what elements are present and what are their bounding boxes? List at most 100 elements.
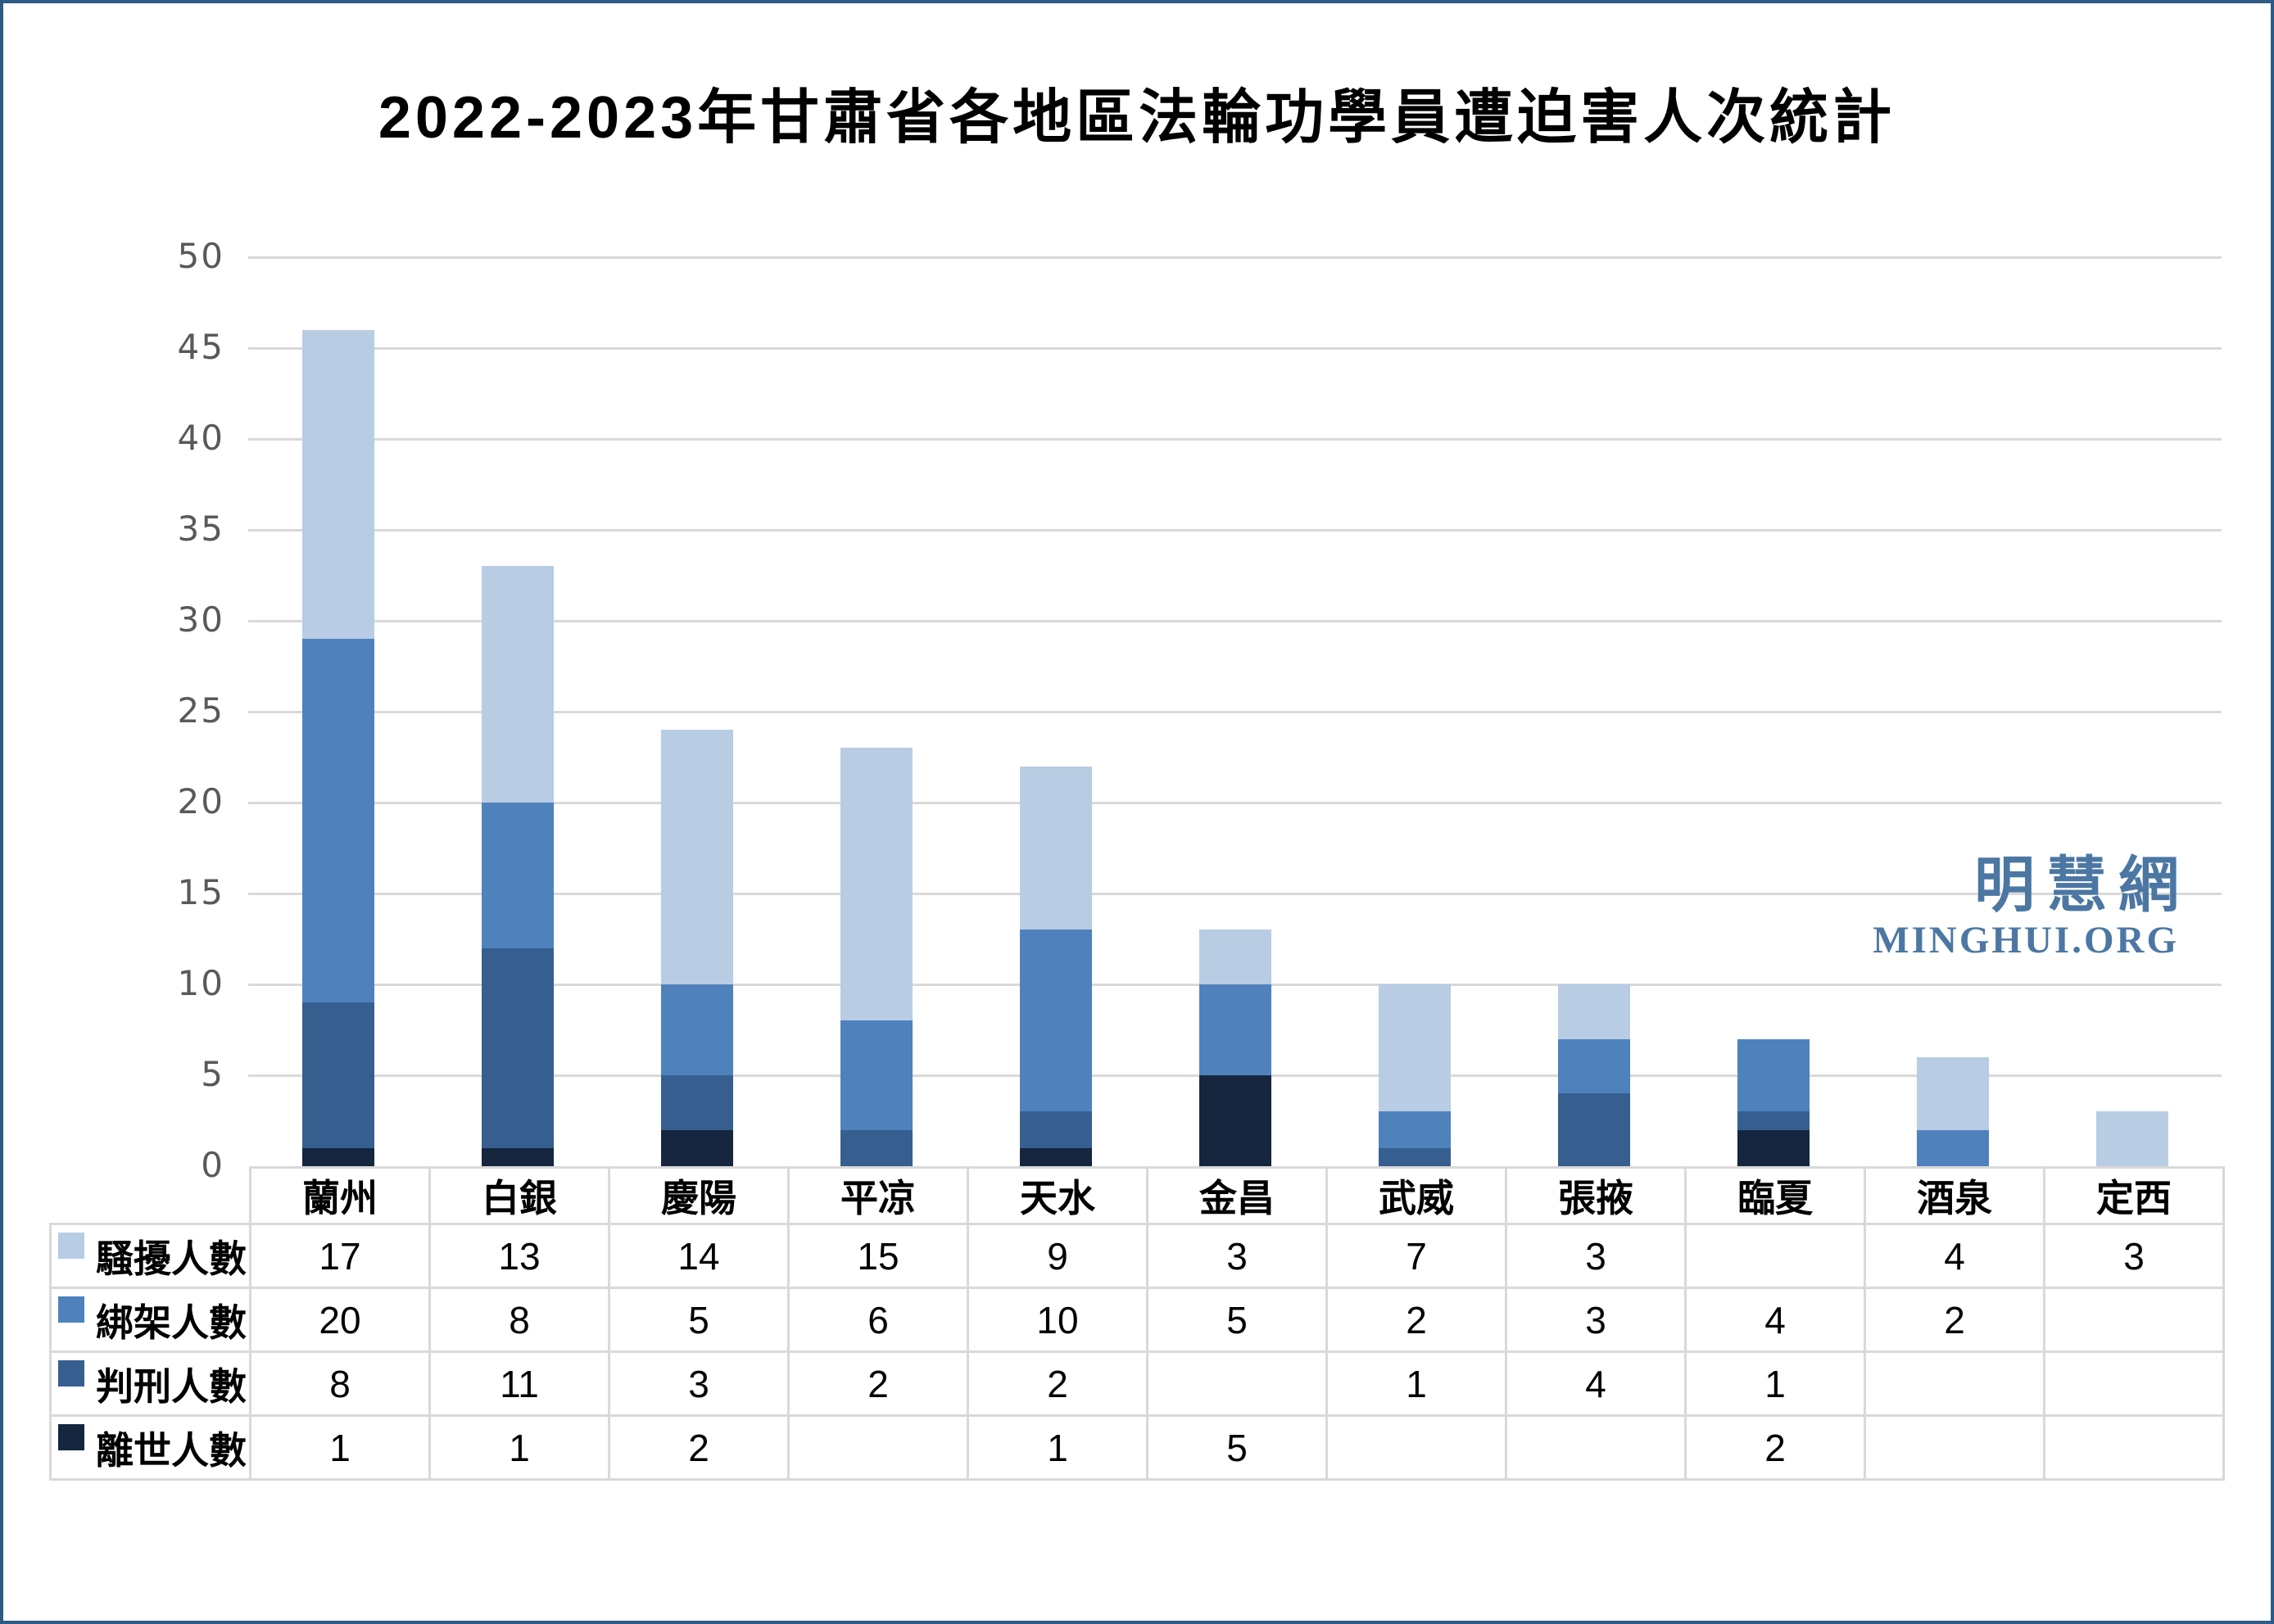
bar-segment-離世人數 xyxy=(660,1129,733,1166)
y-tick-label: 20 xyxy=(177,781,224,821)
bar-segment-騷擾人數 xyxy=(660,730,733,985)
bar-segment-綁架人數 xyxy=(1916,1129,1989,1166)
table-cell-離世人數-平凉 xyxy=(790,1417,969,1481)
gridline-y45 xyxy=(248,346,2222,350)
table-header-武威: 武威 xyxy=(1328,1166,1507,1225)
gridline-y20 xyxy=(248,801,2222,804)
bar-segment-離世人數 xyxy=(1198,1075,1271,1166)
watermark-site-url: MINGHUI.ORG xyxy=(1873,918,2179,961)
bar-金昌 xyxy=(1198,257,1271,1166)
table-cell-離世人數-定西 xyxy=(2045,1417,2225,1481)
y-tick-label: 40 xyxy=(177,418,224,458)
y-tick-label: 25 xyxy=(177,690,224,731)
bar-segment-判刑人數 xyxy=(1019,1111,1092,1148)
table-cell-騷擾人數-臨夏 xyxy=(1687,1225,1866,1289)
table-header-定西: 定西 xyxy=(2045,1166,2225,1225)
table-header-蘭州: 蘭州 xyxy=(251,1166,431,1225)
bar-蘭州 xyxy=(301,257,374,1166)
gridline-y15 xyxy=(248,892,2222,895)
y-tick-label: 15 xyxy=(177,872,224,912)
table-cell-綁架人數-平凉: 6 xyxy=(790,1289,969,1353)
table-cell-綁架人數-蘭州: 20 xyxy=(251,1289,431,1353)
bar-segment-判刑人數 xyxy=(1557,1093,1630,1166)
bar-segment-離世人數 xyxy=(481,1147,554,1166)
bar-segment-綁架人數 xyxy=(840,1020,913,1130)
table-header-張掖: 張掖 xyxy=(1507,1166,1687,1225)
table-cell-判刑人數-定西 xyxy=(2045,1353,2225,1417)
table-cell-綁架人數-定西 xyxy=(2045,1289,2225,1353)
table-cell-判刑人數-武威: 1 xyxy=(1328,1353,1507,1417)
bar-segment-騷擾人數 xyxy=(1019,766,1092,930)
table-row-label-text: 判刑人數 xyxy=(96,1364,247,1408)
plot-area xyxy=(248,256,2222,1166)
table-cell-騷擾人數-張掖: 3 xyxy=(1507,1225,1687,1289)
bar-張掖 xyxy=(1557,257,1630,1166)
bar-segment-騷擾人數 xyxy=(1198,930,1271,984)
bar-segment-騷擾人數 xyxy=(1916,1056,1989,1130)
table-header-天水: 天水 xyxy=(969,1166,1148,1225)
y-axis: 0 5 10 15 20 25 30 35 40 45 50 xyxy=(102,236,224,1185)
table-row-label-text: 騷擾人數 xyxy=(96,1237,247,1280)
bar-segment-判刑人數 xyxy=(301,1002,374,1148)
bar-segment-離世人數 xyxy=(301,1147,374,1166)
table-row-label-離世人數: 離世人數 xyxy=(49,1417,251,1481)
y-tick-label: 35 xyxy=(177,509,224,549)
table-cell-騷擾人數-定西: 3 xyxy=(2045,1225,2225,1289)
bar-平凉 xyxy=(840,257,913,1166)
table-cell-離世人數-天水: 1 xyxy=(969,1417,1148,1481)
table-cell-離世人數-蘭州: 1 xyxy=(251,1417,431,1481)
bar-臨夏 xyxy=(1737,257,1810,1166)
bar-segment-騷擾人數 xyxy=(840,748,913,1021)
table-cell-判刑人數-張掖: 4 xyxy=(1507,1353,1687,1417)
table-cell-判刑人數-金昌 xyxy=(1148,1353,1328,1417)
table-cell-騷擾人數-金昌: 3 xyxy=(1148,1225,1328,1289)
table-cell-判刑人數-天水: 2 xyxy=(969,1353,1148,1417)
table-cell-判刑人數-酒泉 xyxy=(1866,1353,2045,1417)
bar-segment-判刑人數 xyxy=(1737,1111,1810,1130)
y-tick-label: 10 xyxy=(177,963,224,1003)
legend-swatch-騷擾人數 xyxy=(58,1232,84,1259)
y-tick-label: 45 xyxy=(177,327,224,367)
table-header-平凉: 平凉 xyxy=(790,1166,969,1225)
table-cell-綁架人數-金昌: 5 xyxy=(1148,1289,1328,1353)
bar-segment-騷擾人數 xyxy=(1378,984,1451,1112)
bar-酒泉 xyxy=(1916,257,1989,1166)
bar-segment-綁架人數 xyxy=(481,803,554,948)
bar-segment-離世人數 xyxy=(1737,1129,1810,1166)
bar-segment-判刑人數 xyxy=(481,948,554,1148)
chart-title: 2022-2023年甘肅省各地區法輪功學員遭迫害人次統計 xyxy=(378,85,1896,151)
table-cell-判刑人數-白銀: 11 xyxy=(431,1353,610,1417)
table-header-慶陽: 慶陽 xyxy=(610,1166,790,1225)
table-cell-騷擾人數-白銀: 13 xyxy=(431,1225,610,1289)
table-cell-騷擾人數-平凉: 15 xyxy=(790,1225,969,1289)
bar-segment-綁架人數 xyxy=(1737,1038,1810,1112)
bar-武威 xyxy=(1378,257,1451,1166)
table-cell-騷擾人數-武威: 7 xyxy=(1328,1225,1507,1289)
table-cell-騷擾人數-慶陽: 14 xyxy=(610,1225,790,1289)
legend-swatch-離世人數 xyxy=(58,1423,84,1450)
y-tick-label: 5 xyxy=(201,1054,224,1094)
y-tick-label: 0 xyxy=(201,1145,224,1185)
watermark: 明慧網 MINGHUI.ORG xyxy=(1873,853,2179,961)
bar-segment-騷擾人數 xyxy=(2095,1111,2168,1166)
table-cell-綁架人數-白銀: 8 xyxy=(431,1289,610,1353)
table-cell-綁架人數-臨夏: 4 xyxy=(1687,1289,1866,1353)
bar-segment-綁架人數 xyxy=(660,984,733,1076)
bar-segment-綁架人數 xyxy=(301,639,374,1003)
bar-segment-離世人數 xyxy=(1019,1147,1092,1166)
table-cell-綁架人數-慶陽: 5 xyxy=(610,1289,790,1353)
table-cell-判刑人數-平凉: 2 xyxy=(790,1353,969,1417)
table-cell-離世人數-武威 xyxy=(1328,1417,1507,1481)
table-cell-判刑人數-慶陽: 3 xyxy=(610,1353,790,1417)
bar-segment-綁架人數 xyxy=(1019,930,1092,1112)
data-table: 蘭州 白銀 慶陽 平凉 天水 金昌 武威 張掖 臨夏 酒泉 定西 騷擾人數 17 13 14 15 9 3 7 3 4 3… xyxy=(49,1166,2225,1481)
table-cell-離世人數-臨夏: 2 xyxy=(1687,1417,1866,1481)
table-cell-綁架人數-天水: 10 xyxy=(969,1289,1148,1353)
legend-swatch-綁架人數 xyxy=(58,1296,84,1323)
gridline-y30 xyxy=(248,619,2222,622)
bar-天水 xyxy=(1019,257,1092,1166)
table-corner-cell xyxy=(49,1166,251,1225)
bar-segment-判刑人數 xyxy=(660,1075,733,1130)
bar-segment-騷擾人數 xyxy=(301,329,374,640)
bar-segment-綁架人數 xyxy=(1557,1038,1630,1094)
